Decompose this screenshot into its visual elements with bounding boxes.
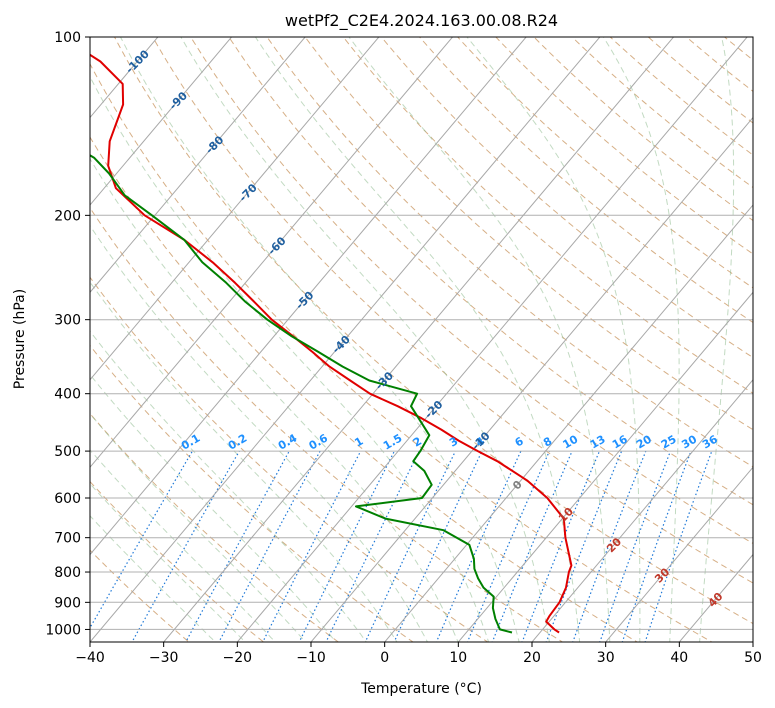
mixing-ratio-line [545, 450, 623, 642]
moist-adiabat-line [120, 37, 520, 642]
mixing-ratio-line [572, 450, 647, 642]
isotherm-grid-line [90, 37, 527, 556]
y-tick-label: 900 [54, 595, 81, 611]
dry-adiabat-line [90, 136, 639, 642]
dry-adiabat-line [457, 37, 753, 289]
x-tick-label: −10 [296, 650, 326, 666]
y-axis: 100 200 300 400 500 600 700 800 900 1000 [45, 30, 90, 638]
isotherm-grid-line [90, 37, 306, 294]
mixing-ratio-line [298, 450, 395, 642]
dry-adiabat-line [90, 276, 489, 642]
mixing-ratio-line [435, 450, 522, 642]
y-tick-label: 700 [54, 531, 81, 547]
isotherm-grid-line [90, 37, 380, 381]
isotherm-lines [90, 37, 753, 642]
y-axis-label: Pressure (hPa) [12, 289, 28, 389]
dry-adiabat-line [380, 37, 753, 359]
mixing-ratio-line [131, 450, 240, 642]
dry-adiabat-line [113, 37, 753, 625]
isotherm-grid-line [236, 37, 748, 642]
mixing-ratio-line [393, 450, 483, 642]
dry-adiabat-line [152, 37, 753, 584]
moist-adiabat-line [466, 37, 641, 642]
pressure-grid [90, 37, 753, 630]
moist-adiabat-line [254, 37, 581, 642]
moist-adiabat-line [699, 37, 735, 642]
y-tick-label: 300 [54, 313, 81, 329]
x-axis-label: Temperature (°C) [360, 681, 482, 697]
isotherm-grid-line [457, 291, 753, 642]
x-tick-label: 30 [597, 650, 615, 666]
sounding-profiles [90, 53, 573, 634]
y-tick-label: 800 [54, 565, 81, 581]
isotherm-grid-line [384, 204, 753, 642]
x-tick-label: 10 [449, 650, 467, 666]
y-tick-label: 400 [54, 387, 81, 403]
chart-title: wetPf2_C2E4.2024.163.00.08.R24 [285, 11, 558, 31]
dry-adiabat-line [342, 37, 753, 394]
dry-adiabat-line [647, 37, 753, 124]
isotherm-grid-line [90, 37, 233, 206]
mixing-ratio-line [364, 450, 456, 642]
x-axis: −40 −30 −20 −10 0 10 20 30 40 50 [75, 642, 762, 666]
dry-adiabat-line [266, 37, 753, 468]
mixing-ratio-line [185, 450, 290, 642]
y-tick-label: 1000 [45, 622, 81, 638]
y-tick-label: 500 [54, 444, 81, 460]
dry-adiabat-line [90, 207, 564, 642]
dry-adiabat-line [418, 37, 753, 324]
dry-adiabats [90, 37, 753, 642]
x-tick-label: −20 [223, 650, 253, 666]
dry-adiabat-line [228, 37, 753, 506]
y-tick-label: 200 [54, 208, 81, 224]
moist-adiabat-line [90, 330, 367, 642]
y-tick-label: 100 [54, 30, 81, 46]
x-tick-label: −30 [149, 650, 179, 666]
isotherm-grid-line [90, 37, 454, 469]
mixing-ratio-line [599, 450, 672, 642]
isotherm-grid-line [531, 378, 753, 642]
mixing-ratio-line [90, 450, 193, 629]
moist-adiabat-line [348, 37, 611, 642]
dry-adiabat-line [90, 480, 265, 642]
y-tick-label: 600 [54, 491, 81, 507]
dewpoint-profile-line [90, 154, 513, 634]
moist-adiabat-line [602, 37, 680, 642]
isotherm-grid-line [90, 37, 601, 642]
moist-adiabat-line [90, 515, 216, 642]
dry-adiabat-line [304, 37, 753, 431]
isotherm-grid-line [605, 466, 753, 642]
mixing-ratio-line [521, 450, 601, 642]
isotherm-grid-line [310, 116, 753, 642]
dry-adiabat-line [90, 62, 713, 642]
x-tick-label: −40 [75, 650, 105, 666]
plot-area [90, 37, 753, 642]
x-tick-label: 20 [523, 650, 541, 666]
isotherm-grid-line [163, 37, 675, 642]
dry-adiabat-line [190, 37, 753, 545]
dry-adiabat-line [90, 412, 340, 642]
x-tick-label: 0 [380, 650, 389, 666]
x-tick-label: 50 [744, 650, 762, 666]
plot-frame [89, 36, 754, 643]
mixing-ratio-line [491, 450, 573, 642]
temperature-profile-line [90, 53, 573, 634]
mixing-ratio-line [325, 450, 420, 642]
x-tick-label: 40 [670, 650, 688, 666]
